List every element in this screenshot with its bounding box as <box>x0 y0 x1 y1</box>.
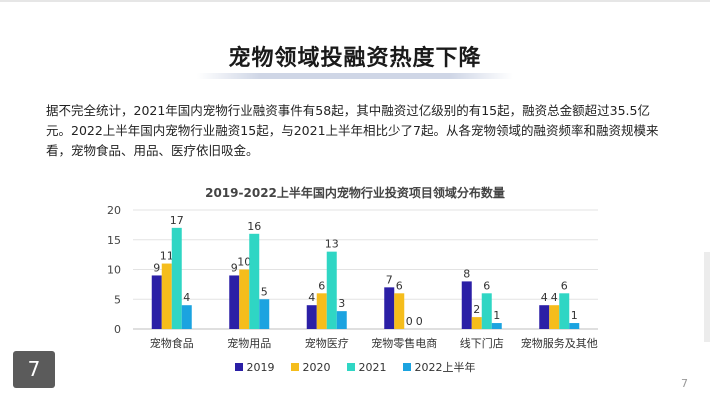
legend-swatch <box>290 363 299 371</box>
right-edge-decoration <box>704 252 710 342</box>
slide-title: 宠物领域投融资热度下降 <box>228 46 482 71</box>
y-tick-label: 10 <box>107 264 121 277</box>
bar <box>471 317 482 329</box>
data-label: 6 <box>318 279 325 292</box>
data-label: 8 <box>463 267 470 280</box>
bar <box>461 281 472 329</box>
slide-number-badge[interactable]: 7 <box>13 351 55 388</box>
bar <box>326 251 337 329</box>
data-label: 13 <box>325 238 339 251</box>
x-tick-label: 宠物医疗 <box>305 336 349 350</box>
y-tick-label: 0 <box>114 323 121 336</box>
data-label: 0 <box>416 315 423 328</box>
legend-swatch <box>346 363 355 371</box>
legend-item: 2020 <box>290 359 331 375</box>
data-label: 1 <box>571 309 578 322</box>
bar <box>491 323 502 329</box>
x-tick-label: 线下门店 <box>460 336 504 350</box>
legend-label: 2019 <box>246 360 275 374</box>
bar <box>481 293 492 329</box>
data-label: 6 <box>561 279 568 292</box>
bar <box>569 323 580 329</box>
bar <box>239 269 250 329</box>
top-divider <box>0 0 710 2</box>
bar <box>259 299 270 329</box>
data-label: 0 <box>406 315 413 328</box>
data-label: 4 <box>541 291 548 304</box>
x-tick-label: 宠物服务及其他 <box>521 336 598 350</box>
bar <box>151 275 162 329</box>
bar <box>316 293 327 329</box>
legend-label: 2020 <box>302 360 331 374</box>
x-tick-label: 宠物用品 <box>227 336 271 350</box>
bar <box>181 305 192 329</box>
data-label: 11 <box>160 250 174 263</box>
bar <box>384 287 395 329</box>
legend-item: 2022上半年 <box>402 359 476 375</box>
legend-item: 2019 <box>234 359 275 375</box>
data-label: 10 <box>237 256 251 269</box>
data-label: 5 <box>261 285 268 298</box>
legend-label: 2022上半年 <box>414 361 476 374</box>
title-underline <box>197 73 513 79</box>
bar <box>306 305 317 329</box>
y-tick-label: 20 <box>107 204 121 217</box>
chart-legend: 2019 2020 2021 2022上半年 <box>0 359 710 375</box>
data-label: 4 <box>308 291 315 304</box>
data-label: 6 <box>483 279 490 292</box>
data-label: 16 <box>247 220 261 233</box>
data-label: 7 <box>386 273 393 286</box>
data-label: 9 <box>153 261 160 274</box>
y-tick-label: 15 <box>107 234 121 247</box>
legend-swatch <box>234 363 243 371</box>
data-label: 9 <box>231 261 238 274</box>
x-tick-label: 宠物食品 <box>150 336 194 350</box>
data-label: 3 <box>338 297 345 310</box>
legend-label: 2021 <box>358 360 387 374</box>
body-paragraph: 据不完全统计，2021年国内宠物行业融资事件有58起，其中融资过亿级别的有15起… <box>46 103 659 158</box>
bar <box>161 263 172 329</box>
y-tick-label: 5 <box>114 293 121 306</box>
data-label: 1 <box>493 309 500 322</box>
bar <box>229 275 240 329</box>
legend-item: 2021 <box>346 359 387 375</box>
data-label: 2 <box>473 303 480 316</box>
x-tick-label: 宠物零售电商 <box>371 336 437 350</box>
page-number: 7 <box>681 377 688 390</box>
bar <box>549 305 560 329</box>
legend-swatch <box>402 363 411 371</box>
data-label: 4 <box>551 291 558 304</box>
data-label: 4 <box>183 291 190 304</box>
bar <box>171 227 182 329</box>
bar <box>559 293 570 329</box>
data-label: 17 <box>170 214 184 227</box>
bar <box>336 311 347 329</box>
chart-title: 2019-2022上半年国内宠物行业投资项目领域分布数量 <box>205 186 505 200</box>
data-label: 6 <box>396 279 403 292</box>
bar <box>249 233 260 329</box>
bar <box>539 305 550 329</box>
bar <box>394 293 405 329</box>
